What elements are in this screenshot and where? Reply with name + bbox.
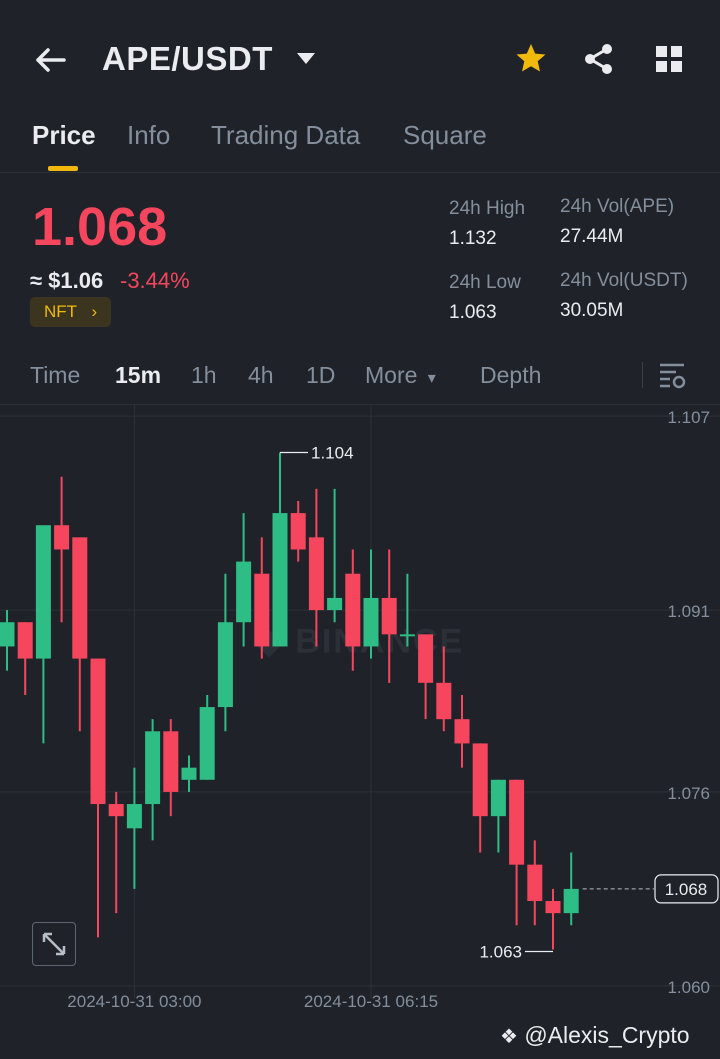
low-value: 1.063 bbox=[449, 302, 497, 323]
high-label: 24h High bbox=[449, 198, 526, 219]
candle-body bbox=[254, 573, 270, 647]
candle-body bbox=[72, 537, 88, 659]
interval-more[interactable]: More ▾ bbox=[365, 362, 436, 389]
vol-quote-value: 30.05M bbox=[560, 300, 624, 321]
candle-body bbox=[181, 767, 197, 780]
interval-more-label: More bbox=[365, 362, 418, 388]
diamond-logo-icon: ❖ bbox=[500, 1026, 518, 1048]
candle-body bbox=[236, 561, 252, 623]
chevron-right-icon: › bbox=[91, 302, 98, 321]
grid-icon bbox=[656, 46, 682, 72]
candle-body bbox=[563, 888, 579, 914]
y-tick-label: 1.060 bbox=[667, 978, 710, 997]
x-tick-label: 2024-10-31 06:15 bbox=[304, 992, 438, 1011]
credit-watermark: ❖ @Alexis_Crypto bbox=[500, 1022, 690, 1049]
chart-settings-icon bbox=[660, 363, 686, 389]
candlestick-chart[interactable]: 1.107 1.091 1.076 1.060 2024-10-31 03:00 2024… bbox=[0, 404, 720, 1019]
favorite-button[interactable] bbox=[512, 40, 550, 78]
x-tick-label: 2024-10-31 03:00 bbox=[67, 992, 201, 1011]
last-price-tag-label: 1.068 bbox=[665, 880, 708, 899]
chart-settings-button[interactable] bbox=[656, 360, 688, 390]
divider bbox=[0, 404, 720, 405]
tab-trading-data[interactable]: Trading Data bbox=[211, 120, 361, 150]
high-marker-label: 1.104 bbox=[311, 443, 354, 462]
candle-body bbox=[509, 779, 525, 865]
fullscreen-button[interactable] bbox=[32, 922, 76, 966]
tab-info[interactable]: Info bbox=[127, 120, 171, 150]
last-price-tag bbox=[654, 874, 719, 904]
candle-body bbox=[272, 513, 288, 647]
vol-base-value: 27.44M bbox=[560, 226, 624, 247]
interval-1d[interactable]: 1D bbox=[306, 362, 336, 388]
star-icon bbox=[516, 44, 546, 72]
back-button[interactable] bbox=[30, 40, 70, 80]
y-tick-label: 1.107 bbox=[667, 408, 710, 427]
active-tab-indicator bbox=[48, 166, 78, 171]
interval-separator bbox=[642, 362, 643, 388]
candle-body bbox=[327, 597, 343, 611]
candle-body bbox=[17, 622, 33, 659]
interval-depth[interactable]: Depth bbox=[480, 362, 542, 388]
caret-down-icon: ▾ bbox=[427, 370, 436, 387]
candle-body bbox=[54, 525, 70, 550]
candle-body bbox=[381, 597, 397, 635]
vol-base-label: 24h Vol(APE) bbox=[560, 196, 675, 217]
candle-body bbox=[145, 731, 161, 805]
usd-price: ≈ $1.06 bbox=[30, 268, 104, 293]
tab-price[interactable]: Price bbox=[32, 120, 96, 150]
candle-body bbox=[345, 573, 361, 647]
candle-body bbox=[0, 622, 15, 647]
price-change: -3.44% bbox=[120, 268, 190, 293]
expand-icon bbox=[42, 932, 66, 956]
y-tick-label: 1.076 bbox=[667, 784, 710, 803]
candle-body bbox=[217, 622, 233, 708]
candle-body bbox=[308, 537, 324, 611]
chevron-down-icon[interactable] bbox=[296, 52, 316, 66]
candle-body bbox=[490, 779, 506, 817]
y-tick-label: 1.091 bbox=[667, 602, 710, 621]
interval-4h[interactable]: 4h bbox=[248, 362, 274, 388]
candle-body bbox=[472, 743, 488, 817]
interval-1h[interactable]: 1h bbox=[191, 362, 217, 388]
candle-body bbox=[545, 901, 561, 914]
candle-body bbox=[90, 658, 106, 805]
tab-square[interactable]: Square bbox=[403, 120, 487, 150]
low-label: 24h Low bbox=[449, 272, 521, 293]
low-marker-label: 1.063 bbox=[479, 943, 522, 962]
candle-body bbox=[108, 804, 124, 817]
high-value: 1.132 bbox=[449, 228, 497, 249]
more-menu-button[interactable] bbox=[650, 40, 688, 78]
candle-body bbox=[35, 525, 51, 659]
candle-body bbox=[454, 719, 470, 744]
last-price: 1.068 bbox=[32, 197, 168, 257]
share-button[interactable] bbox=[580, 40, 618, 78]
pair-title[interactable]: APE/USDT bbox=[102, 40, 273, 77]
candle-body bbox=[436, 682, 452, 720]
interval-time[interactable]: Time bbox=[30, 362, 81, 388]
credit-text: @Alexis_Crypto bbox=[524, 1022, 690, 1048]
divider bbox=[0, 172, 720, 173]
vol-quote-label: 24h Vol(USDT) bbox=[560, 270, 688, 291]
share-icon bbox=[585, 44, 612, 74]
candle-body bbox=[290, 513, 306, 550]
candle-body bbox=[399, 634, 415, 637]
nft-tag[interactable]: NFT › bbox=[30, 297, 112, 327]
candle-body bbox=[126, 804, 142, 829]
candle-body bbox=[363, 597, 379, 647]
candle-body bbox=[418, 634, 434, 683]
arrow-left-icon bbox=[36, 48, 66, 72]
interval-15m[interactable]: 15m bbox=[115, 362, 162, 388]
candle-body bbox=[199, 707, 215, 780]
candle-body bbox=[163, 731, 179, 792]
candle-body bbox=[527, 864, 543, 902]
nft-tag-label: NFT bbox=[44, 302, 77, 321]
